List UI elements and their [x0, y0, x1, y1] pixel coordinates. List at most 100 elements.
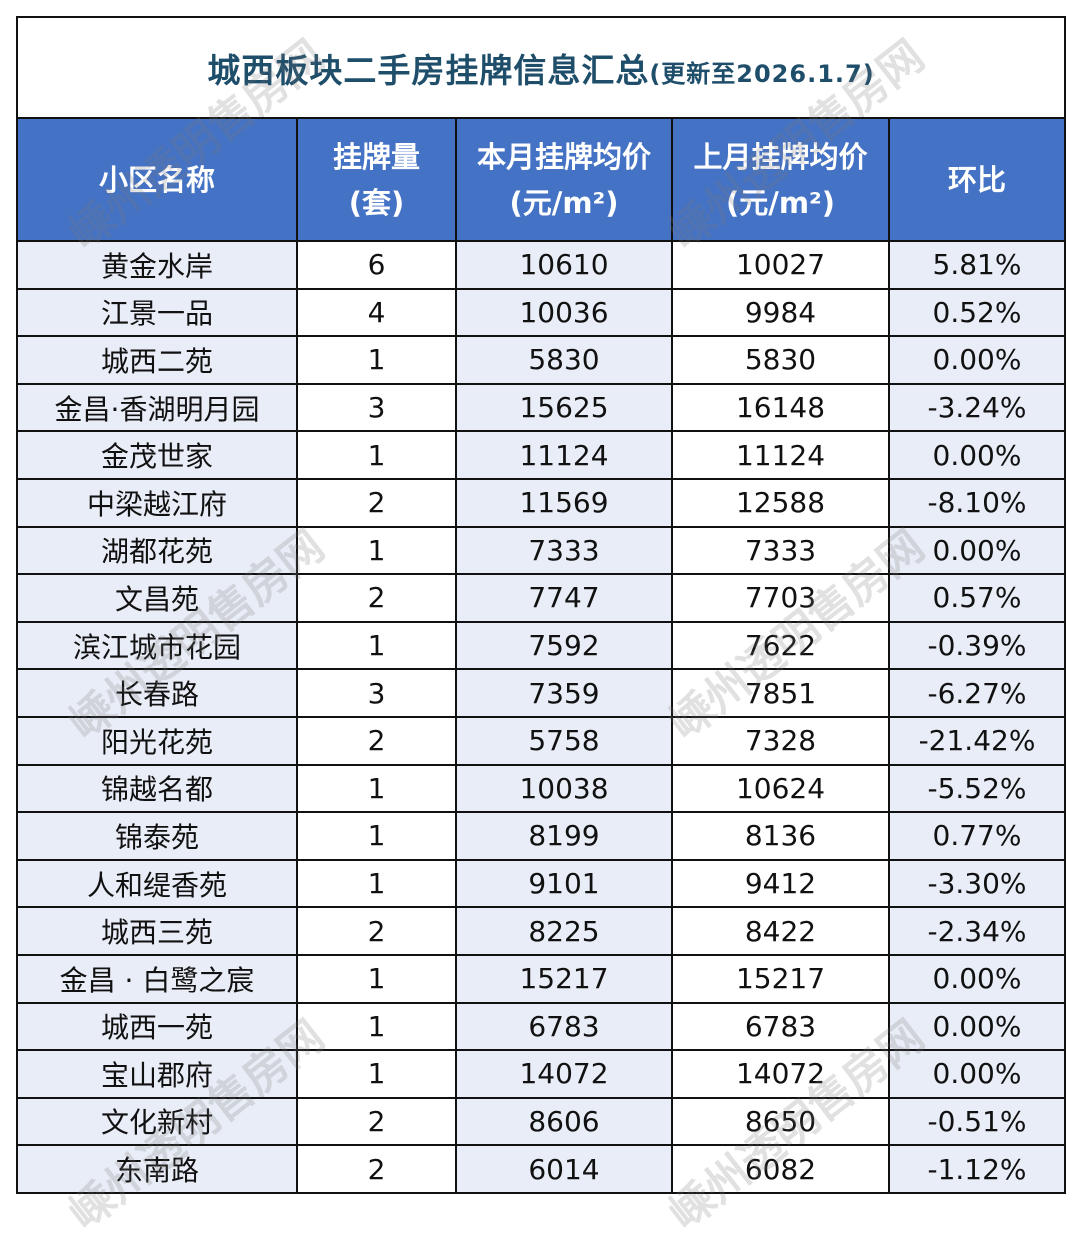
this-month-price: 6783	[455, 1001, 673, 1052]
this-month-price: 14072	[455, 1049, 673, 1099]
last-month-price: 6783	[671, 1001, 890, 1052]
community-name: 锦越名都	[16, 763, 298, 814]
this-month-price: 15217	[455, 953, 673, 1004]
community-name: 长春路	[16, 668, 298, 718]
table-row: 锦越名都 1 10038 10624 -5.52%	[16, 763, 1066, 814]
last-month-price: 5830	[671, 335, 890, 385]
last-month-price: 7328	[671, 715, 890, 766]
last-month-price: 9984	[671, 287, 890, 338]
listing-count: 1	[296, 525, 457, 576]
mom-change: -3.24%	[888, 382, 1066, 433]
listing-count: 2	[296, 715, 457, 766]
listing-count: 1	[296, 953, 457, 1004]
community-name: 城西一苑	[16, 1001, 298, 1052]
listing-count: 1	[296, 763, 457, 814]
table-row: 长春路 3 7359 7851 -6.27%	[16, 668, 1066, 718]
community-name: 黄金水岸	[16, 240, 298, 290]
this-month-price: 8225	[455, 906, 673, 956]
listing-count: 1	[296, 1049, 457, 1099]
listing-count: 1	[296, 858, 457, 909]
last-month-price: 15217	[671, 953, 890, 1004]
table-row: 东南路 2 6014 6082 -1.12%	[16, 1144, 1066, 1194]
table-row: 湖都花苑 1 7333 7333 0.00%	[16, 525, 1066, 576]
this-month-price: 7592	[455, 620, 673, 671]
mom-change: 5.81%	[888, 240, 1066, 290]
listing-count: 2	[296, 1144, 457, 1194]
last-month-price: 10027	[671, 240, 890, 290]
title-row: 城西板块二手房挂牌信息汇总(更新至2026.1.7)	[16, 16, 1066, 119]
title-text: 城西板块二手房挂牌信息汇总	[207, 50, 650, 90]
community-name: 江景一品	[16, 287, 298, 338]
table-row: 文化新村 2 8606 8650 -0.51%	[16, 1096, 1066, 1147]
this-month-price: 8606	[455, 1096, 673, 1147]
this-month-price: 10038	[455, 763, 673, 814]
header-count: 挂牌量 (套)	[296, 117, 457, 242]
listing-count: 1	[296, 1001, 457, 1052]
mom-change: -1.12%	[888, 1144, 1066, 1194]
community-name: 湖都花苑	[16, 525, 298, 576]
listing-count: 2	[296, 573, 457, 623]
last-month-price: 10624	[671, 763, 890, 814]
mom-change: 0.77%	[888, 811, 1066, 861]
mom-change: -0.39%	[888, 620, 1066, 671]
this-month-price: 11124	[455, 430, 673, 480]
community-name: 东南路	[16, 1144, 298, 1194]
last-month-price: 8650	[671, 1096, 890, 1147]
this-month-price: 7747	[455, 573, 673, 623]
community-name: 宝山郡府	[16, 1049, 298, 1099]
community-name: 文化新村	[16, 1096, 298, 1147]
mom-change: 0.00%	[888, 1001, 1066, 1052]
listing-count: 1	[296, 811, 457, 861]
update-date: (更新至2026.1.7)	[649, 59, 875, 88]
listing-count: 6	[296, 240, 457, 290]
mom-change: -21.42%	[888, 715, 1066, 766]
community-name: 城西三苑	[16, 906, 298, 956]
listing-count: 1	[296, 430, 457, 480]
community-name: 滨江城市花园	[16, 620, 298, 671]
this-month-price: 9101	[455, 858, 673, 909]
this-month-price: 10610	[455, 240, 673, 290]
mom-change: 0.57%	[888, 573, 1066, 623]
last-month-price: 7333	[671, 525, 890, 576]
this-month-price: 10036	[455, 287, 673, 338]
mom-change: -0.51%	[888, 1096, 1066, 1147]
table-row: 城西一苑 1 6783 6783 0.00%	[16, 1001, 1066, 1052]
community-name: 金茂世家	[16, 430, 298, 480]
table-row: 金茂世家 1 11124 11124 0.00%	[16, 430, 1066, 480]
table-row: 锦泰苑 1 8199 8136 0.77%	[16, 811, 1066, 861]
listing-count: 1	[296, 335, 457, 385]
listing-count: 2	[296, 906, 457, 956]
table-row: 金昌·香湖明月园 3 15625 16148 -3.24%	[16, 382, 1066, 433]
mom-change: 0.00%	[888, 335, 1066, 385]
this-month-price: 5830	[455, 335, 673, 385]
community-name: 金昌 · 白鹭之宸	[16, 953, 298, 1004]
last-month-price: 8136	[671, 811, 890, 861]
header-row: 小区名称 挂牌量 (套) 本月挂牌均价 (元/m²) 上月挂牌均价 (元/m²) 环比	[16, 117, 1066, 242]
this-month-price: 7359	[455, 668, 673, 718]
header-community: 小区名称	[16, 117, 298, 242]
mom-change: -2.34%	[888, 906, 1066, 956]
listing-summary-table: 城西板块二手房挂牌信息汇总(更新至2026.1.7) 小区名称 挂牌量 (套) 本…	[16, 16, 1066, 1194]
mom-change: -6.27%	[888, 668, 1066, 718]
community-name: 中梁越江府	[16, 477, 298, 528]
mom-change: -5.52%	[888, 763, 1066, 814]
this-month-price: 5758	[455, 715, 673, 766]
last-month-price: 6082	[671, 1144, 890, 1194]
table-row: 城西二苑 1 5830 5830 0.00%	[16, 335, 1066, 385]
table-row: 中梁越江府 2 11569 12588 -8.10%	[16, 477, 1066, 528]
community-name: 人和缇香苑	[16, 858, 298, 909]
header-this-month: 本月挂牌均价 (元/m²)	[455, 117, 673, 242]
listing-count: 4	[296, 287, 457, 338]
this-month-price: 6014	[455, 1144, 673, 1194]
last-month-price: 9412	[671, 858, 890, 909]
mom-change: 0.00%	[888, 1049, 1066, 1099]
last-month-price: 7851	[671, 668, 890, 718]
this-month-price: 15625	[455, 382, 673, 433]
table-row: 文昌苑 2 7747 7703 0.57%	[16, 573, 1066, 623]
community-name: 锦泰苑	[16, 811, 298, 861]
community-name: 阳光花苑	[16, 715, 298, 766]
table-row: 黄金水岸 6 10610 10027 5.81%	[16, 240, 1066, 290]
this-month-price: 7333	[455, 525, 673, 576]
mom-change: -3.30%	[888, 858, 1066, 909]
last-month-price: 8422	[671, 906, 890, 956]
